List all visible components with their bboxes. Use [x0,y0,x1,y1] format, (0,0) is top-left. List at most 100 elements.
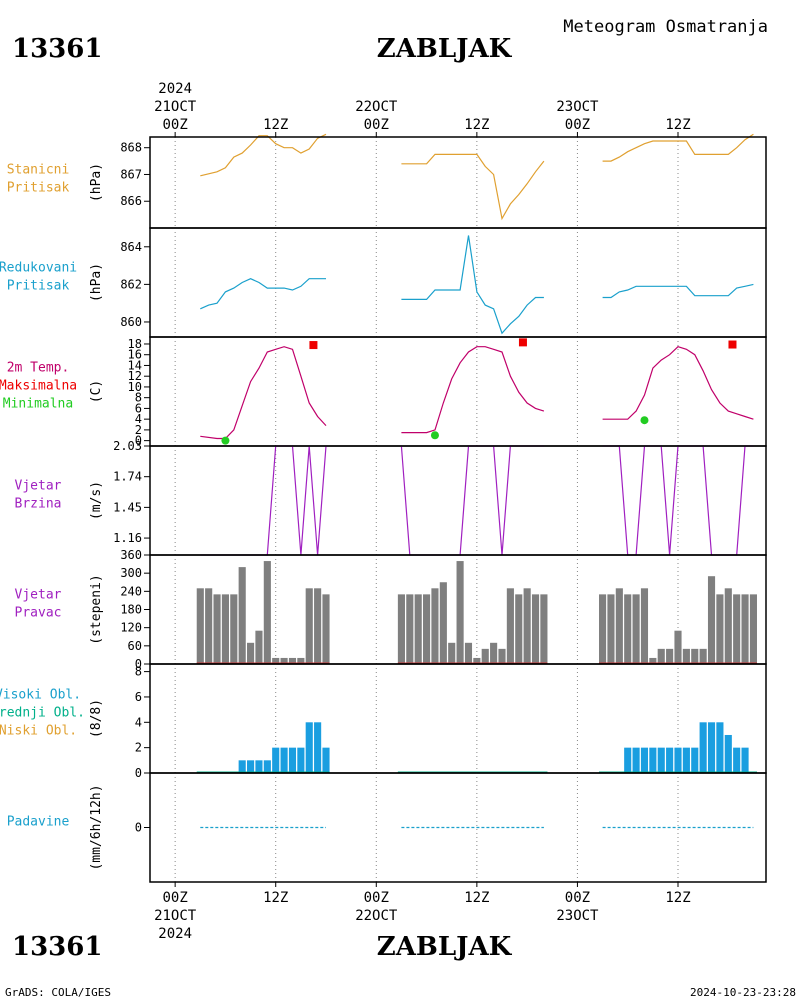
bar-clouds [741,747,749,773]
panel-wind_direction: 0 60 120 180 240 300 360 Vjetar Pravac (stepeni) [15,548,767,671]
bar-wind_direction [640,588,649,664]
max-temp-marker [309,341,318,350]
bottom-hour-label: 12Z [263,890,288,906]
bar-clouds [674,747,682,773]
station-id-top: 13361 [12,34,102,64]
bar-clouds [691,747,699,773]
panel-label: Pritisak [7,279,70,294]
bar-wind_direction [615,588,623,664]
grads-credit: GrADS: COLA/IGES [5,986,111,999]
bar-wind_direction [657,648,665,664]
bar-clouds [624,747,632,773]
bar-wind_direction [255,630,263,664]
bar-clouds [238,760,246,773]
y-axis-label: (C) [89,380,104,403]
panel-frame [149,772,767,883]
top-date-label: 21OCT [154,99,197,115]
top-hour-label: 12Z [464,117,489,133]
bar-wind_direction [490,642,498,664]
y-tick-label: 360 [120,548,142,562]
series-line-station_pressure [200,133,327,177]
y-tick-label: 2.03 [113,439,142,453]
bar-wind_direction [599,594,607,664]
panel-reduced_pressure: 860 862 864 Redukovani Pritisak (hPa) [0,227,767,338]
bar-clouds [255,760,263,773]
panel-frame [149,336,767,447]
bar-wind_direction [464,642,473,664]
top-year-label: 2024 [158,81,192,97]
bar-clouds [682,747,690,773]
y-tick-label: 1.74 [113,470,142,484]
plot-timestamp: 2024-10-23-23:28 [690,986,796,999]
bottom-hour-label: 12Z [464,890,489,906]
min-temp-marker [640,416,649,425]
y-tick-label: 0 [135,657,142,671]
y-tick-label: 866 [120,194,142,208]
bar-wind_direction [196,588,204,664]
bar-wind_direction [406,594,414,664]
bar-clouds [724,734,732,773]
panel-label: Redukovani [0,261,77,276]
max-temp-marker [728,340,737,349]
panel-label: Vjetar [15,479,62,494]
bar-wind_direction [238,567,246,664]
series-line-wind_speed [200,445,327,556]
panel-frame [149,136,767,229]
panel-label: Brzina [15,497,62,512]
max-temp-marker [518,338,527,347]
min-temp-marker [430,431,439,440]
panel-label: Srednji Obl. [0,706,85,721]
y-tick-label: 4 [135,412,142,426]
panel-label: Vjetar [15,588,62,603]
panel-precipitation: 0 Padavine (mm/6h/12h) [7,772,767,883]
bar-wind_direction [414,594,422,664]
y-tick-label: 0 [135,766,142,780]
panel-label: 2m Temp. [7,361,70,376]
top-time-axis: 00Z 21OCT 2024 12Z 00Z 22OCT 12Z 00Z 23OCT 12Z [154,81,691,137]
bar-wind_direction [221,594,229,664]
panel-label: Niski Obl. [0,724,77,739]
y-tick-label: 864 [120,240,142,254]
y-axis-label: (hPa) [89,263,104,302]
panel-station_pressure: 866 867 868 Stanicni Pritisak (hPa) [7,133,767,229]
panel-label: Pritisak [7,181,70,196]
bar-wind_direction [423,594,431,664]
series-line-station_pressure [401,153,545,221]
bottom-time-axis: 00Z 21OCT 2024 12Z 00Z 22OCT 12Z 00Z 23OCT 12Z [154,882,691,942]
bar-wind_direction [649,657,657,664]
bar-clouds [322,747,330,773]
series-line-temperature [401,346,545,434]
panel-clouds: 0 2 4 6 8 Visoki Obl. Srednji Obl. Niski Obl. (8… [0,663,767,780]
panel-label: Minimalna [3,397,73,412]
bar-wind_direction [624,594,632,664]
y-tick-label: 867 [120,167,142,181]
y-tick-label: 14 [128,358,142,372]
bottom-date-label: 22OCT [355,908,398,924]
y-tick-label: 16 [128,348,142,362]
panel-label: Pravac [15,606,62,621]
bar-wind_direction [205,588,213,664]
bar-wind_direction [741,594,749,664]
bar-wind_direction [674,630,682,664]
bar-wind_direction [716,594,724,664]
bar-wind_direction [322,594,330,664]
bar-wind_direction [691,648,699,664]
bar-wind_direction [749,594,757,664]
bar-wind_direction [699,648,707,664]
meteogram-subtitle: Meteogram Osmatranja [563,17,768,37]
series-line-reduced_pressure [200,278,326,310]
station-name-bottom: ZABLJAK [377,932,513,962]
bar-clouds [314,722,322,773]
bottom-date-label: 23OCT [556,908,599,924]
panel-wind_speed: 1.16 1.45 1.74 2.03 Vjetar Brzina (m/s) [15,439,767,556]
series-line-temperature [200,346,327,440]
bar-wind_direction [230,594,238,664]
bottom-hour-label: 00Z [565,890,590,906]
y-tick-label: 8 [135,665,142,679]
series-line-reduced_pressure [602,283,754,299]
bar-wind_direction [540,594,548,664]
bar-wind_direction [607,594,615,664]
bar-clouds [632,747,640,773]
y-tick-label: 862 [120,277,142,291]
y-tick-label: 2 [135,741,142,755]
